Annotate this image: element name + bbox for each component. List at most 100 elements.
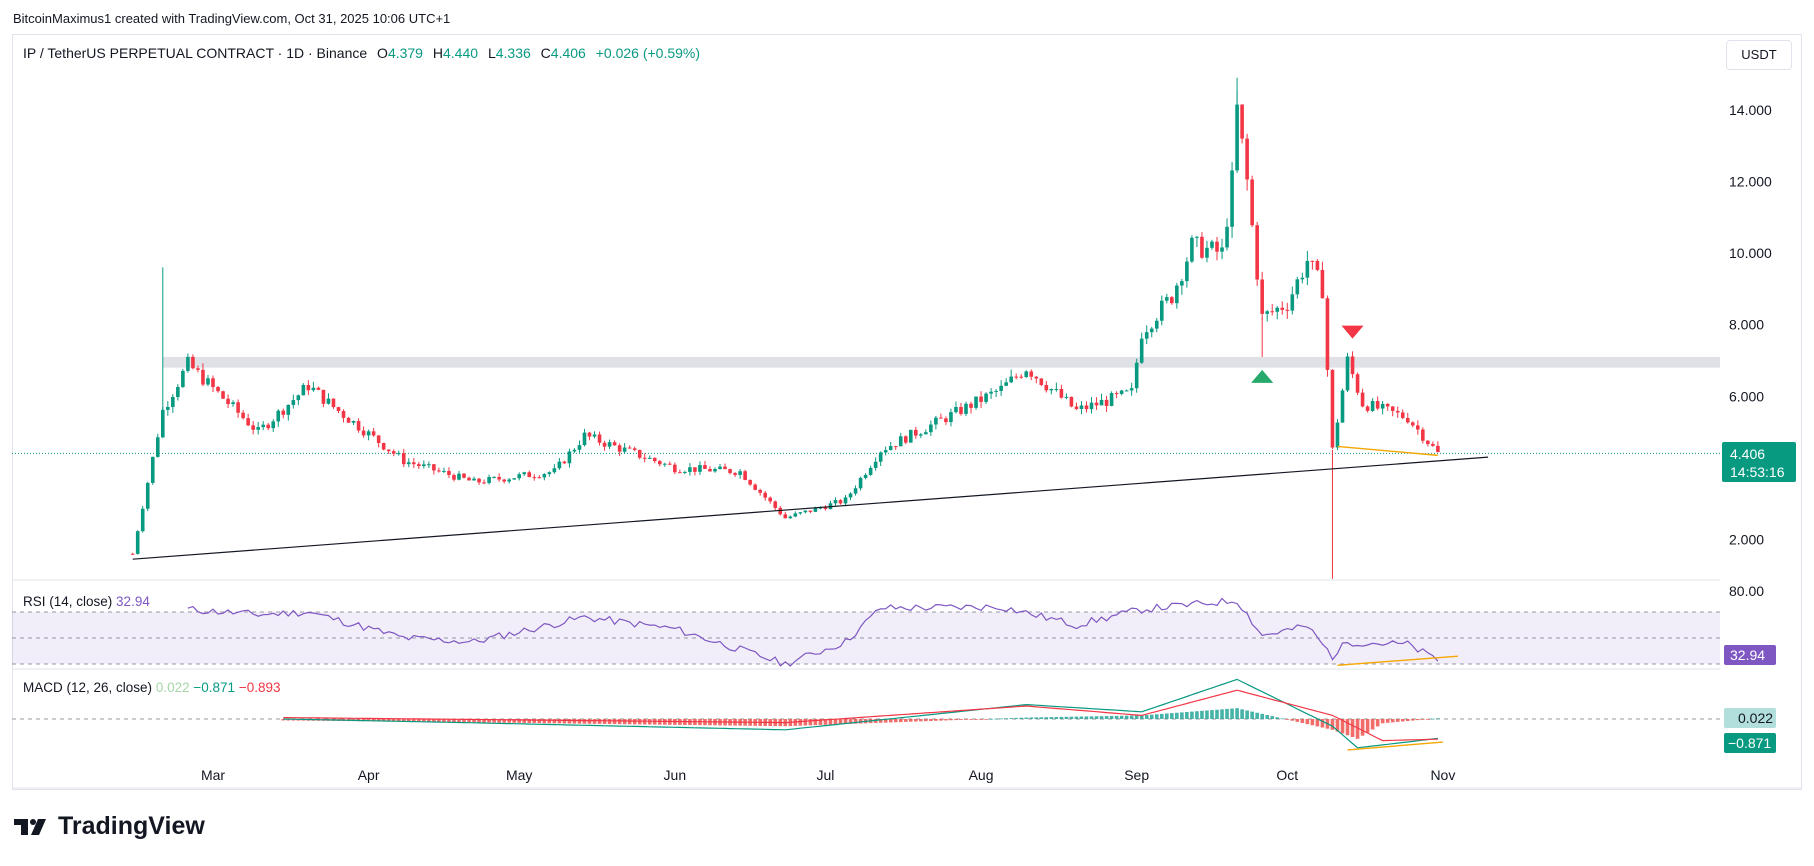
macd-histogram-bar: [547, 719, 552, 724]
low-label: L: [487, 45, 496, 61]
candle-body: [1315, 260, 1320, 270]
candle-body: [331, 398, 336, 408]
candle-body: [893, 446, 898, 448]
macd-histogram-bar: [954, 719, 958, 721]
macd-macd-value: −0.871: [193, 680, 236, 695]
candle-body: [1200, 236, 1204, 258]
candle-body: [371, 431, 376, 436]
macd-histogram-bar: [1104, 716, 1109, 719]
candle-body: [537, 477, 542, 479]
candle-body: [135, 531, 140, 554]
candle-body: [1245, 138, 1249, 180]
candle-body: [723, 466, 727, 470]
macd-histogram-bar: [457, 719, 461, 723]
macd-histogram-bar: [1265, 715, 1269, 719]
macd-legend[interactable]: MACD (12, 26, close) 0.022 −0.871 −0.893: [23, 680, 280, 695]
macd-histogram-bar: [1024, 717, 1029, 719]
candle-body: [1185, 261, 1189, 282]
macd-histogram-bar: [1280, 718, 1285, 720]
macd-histogram-bar: [1114, 715, 1119, 719]
last-price-tag: [1722, 442, 1796, 482]
price-tick-label: 2.000: [1729, 532, 1764, 548]
candle-body: [1280, 307, 1285, 310]
candle-body: [693, 467, 697, 472]
candle-body: [597, 434, 602, 443]
candle-body: [1220, 247, 1224, 252]
candle-body: [1054, 388, 1059, 390]
candle-body: [1275, 307, 1280, 312]
macd-histogram-bar: [401, 719, 406, 722]
macd-histogram-bar: [1170, 713, 1174, 719]
tradingview-logo[interactable]: TradingView: [14, 812, 205, 841]
macd-histogram-bar: [587, 719, 592, 724]
macd-histogram-bar: [1365, 719, 1370, 733]
macd-divergence-line[interactable]: [1347, 741, 1443, 751]
macd-histogram-bar: [437, 719, 441, 722]
candle-body: [974, 396, 978, 408]
candle-body: [1079, 405, 1084, 409]
macd-histogram-bar: [622, 719, 627, 725]
symbol-name[interactable]: IP / TetherUS PERPETUAL CONTRACT · 1D · …: [23, 45, 368, 61]
symbol-legend[interactable]: IP / TetherUS PERPETUAL CONTRACT · 1D · …: [23, 45, 700, 61]
candle-body: [261, 424, 265, 428]
candle-body: [236, 402, 240, 413]
macd-histogram-bar: [1205, 710, 1209, 719]
rsi-legend[interactable]: RSI (14, close) 32.94: [23, 594, 150, 609]
rsi-divergence-line[interactable]: [1337, 655, 1459, 666]
candle-body: [497, 476, 501, 480]
candle-body: [979, 396, 983, 402]
currency-button[interactable]: USDT: [1726, 40, 1792, 70]
candle-body: [1210, 241, 1214, 248]
macd-histogram-bar: [1375, 719, 1380, 727]
candle-body: [1295, 279, 1300, 295]
candle-body: [1290, 294, 1295, 311]
macd-histogram-bar: [934, 719, 938, 721]
candle-body: [959, 406, 963, 414]
candle-body: [1190, 237, 1194, 262]
macd-histogram-bar: [1360, 719, 1365, 736]
support-trendline[interactable]: [132, 456, 1489, 560]
rsi-pane: 80.00 32.94: [12, 579, 1776, 667]
candle-body: [482, 482, 486, 484]
close-value: 4.406: [550, 45, 586, 61]
macd-histogram-bar: [381, 719, 386, 722]
candle-body: [898, 436, 903, 447]
candle-body: [301, 384, 306, 396]
macd-histogram-bar: [813, 719, 818, 726]
candle-body: [627, 447, 632, 449]
macd-histogram-bar: [1195, 711, 1199, 719]
macd-histogram-bar: [1385, 719, 1390, 723]
macd-histogram-bar: [1300, 719, 1305, 723]
candle-body: [989, 391, 993, 394]
candle-body: [186, 356, 190, 371]
macd-histogram-bar: [1335, 719, 1340, 732]
price-tick-label: 8.000: [1729, 317, 1764, 333]
candle-body: [296, 395, 301, 401]
macd-histogram-bar: [452, 719, 456, 723]
candle-body: [1049, 389, 1054, 391]
candle-body: [211, 378, 215, 387]
macd-histogram-bar: [1215, 709, 1219, 719]
macd-histogram-bar: [1240, 709, 1244, 719]
macd-histogram-bar: [908, 719, 913, 722]
macd-histogram-bar: [1200, 710, 1204, 719]
candle-body: [321, 389, 326, 404]
macd-histogram-bar: [903, 719, 908, 722]
candle-body: [924, 432, 928, 435]
macd-histogram-bar: [1154, 714, 1159, 719]
macd-histogram-bar: [803, 719, 808, 726]
candle-body: [1159, 300, 1164, 321]
candle-body: [718, 466, 722, 469]
candle-body: [286, 404, 291, 415]
macd-histogram-bar: [572, 719, 577, 724]
macd-signal-value: −0.893: [238, 680, 281, 695]
candle-body: [130, 553, 135, 555]
macd-histogram-bar: [798, 719, 803, 726]
price-divergence-line[interactable]: [1337, 445, 1438, 457]
candle-body: [728, 469, 732, 474]
candle-body: [763, 492, 767, 498]
candle-body: [914, 429, 918, 436]
candle-body: [552, 468, 557, 473]
candle-body: [176, 386, 180, 397]
